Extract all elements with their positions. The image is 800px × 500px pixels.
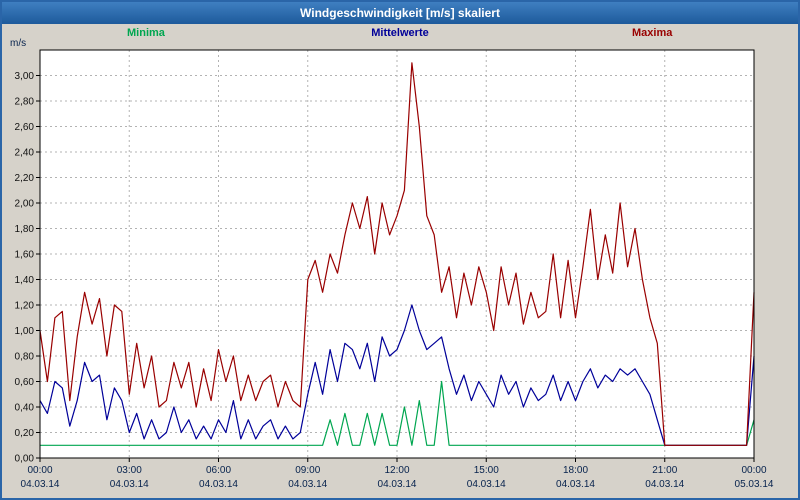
svg-text:18:00: 18:00 — [563, 465, 588, 476]
svg-text:1,20: 1,20 — [15, 301, 35, 312]
legend-mittelwerte-label: Mittelwerte — [371, 27, 429, 39]
svg-text:04.03.14: 04.03.14 — [556, 479, 595, 490]
svg-text:2,00: 2,00 — [15, 199, 35, 210]
svg-text:04.03.14: 04.03.14 — [288, 479, 327, 490]
svg-text:12:00: 12:00 — [384, 465, 409, 476]
svg-text:06:00: 06:00 — [206, 465, 231, 476]
svg-text:1,80: 1,80 — [15, 224, 35, 235]
title-bar: Windgeschwindigkeit [m/s] skaliert — [2, 2, 798, 24]
chart-legend: Minima Mittelwerte Maxima — [2, 24, 798, 44]
svg-text:2,80: 2,80 — [15, 97, 35, 108]
svg-text:0,80: 0,80 — [15, 352, 35, 363]
svg-text:00:00: 00:00 — [27, 465, 52, 476]
svg-text:1,40: 1,40 — [15, 275, 35, 286]
wind-speed-chart: 0,00 0,20 0,40 0,60 0,80 1,00 1,20 1,40 1,60 1,80… — [15, 49, 774, 490]
svg-text:3,00: 3,00 — [15, 71, 35, 82]
legend-maxima-label: Maxima — [632, 27, 673, 39]
legend-minima-label: Minima — [127, 27, 165, 39]
svg-text:2,20: 2,20 — [15, 173, 35, 184]
svg-text:2,40: 2,40 — [15, 148, 35, 159]
svg-text:15:00: 15:00 — [474, 465, 499, 476]
svg-text:1,60: 1,60 — [15, 250, 35, 261]
svg-text:0,20: 0,20 — [15, 428, 35, 439]
svg-text:0,60: 0,60 — [15, 377, 35, 388]
svg-text:04.03.14: 04.03.14 — [110, 479, 149, 490]
svg-text:21:00: 21:00 — [652, 465, 677, 476]
svg-text:2,60: 2,60 — [15, 122, 35, 133]
svg-text:04.03.14: 04.03.14 — [199, 479, 238, 490]
chart-area: m/s 0,00 0,20 0,40 0,60 0,80 1,00 1,20 1,40 1,60… — [2, 38, 798, 498]
svg-text:0,40: 0,40 — [15, 403, 35, 414]
y-axis-unit-label: m/s — [10, 38, 27, 49]
svg-text:04.03.14: 04.03.14 — [467, 479, 506, 490]
svg-text:00:00: 00:00 — [741, 465, 766, 476]
svg-text:03:00: 03:00 — [117, 465, 142, 476]
svg-text:04.03.14: 04.03.14 — [21, 479, 60, 490]
svg-text:1,00: 1,00 — [15, 326, 35, 337]
page-title: Windgeschwindigkeit [m/s] skaliert — [300, 6, 500, 20]
svg-text:09:00: 09:00 — [295, 465, 320, 476]
svg-text:05.03.14: 05.03.14 — [735, 479, 774, 490]
svg-text:04.03.14: 04.03.14 — [378, 479, 417, 490]
svg-text:04.03.14: 04.03.14 — [645, 479, 684, 490]
svg-text:0,00: 0,00 — [15, 454, 35, 465]
